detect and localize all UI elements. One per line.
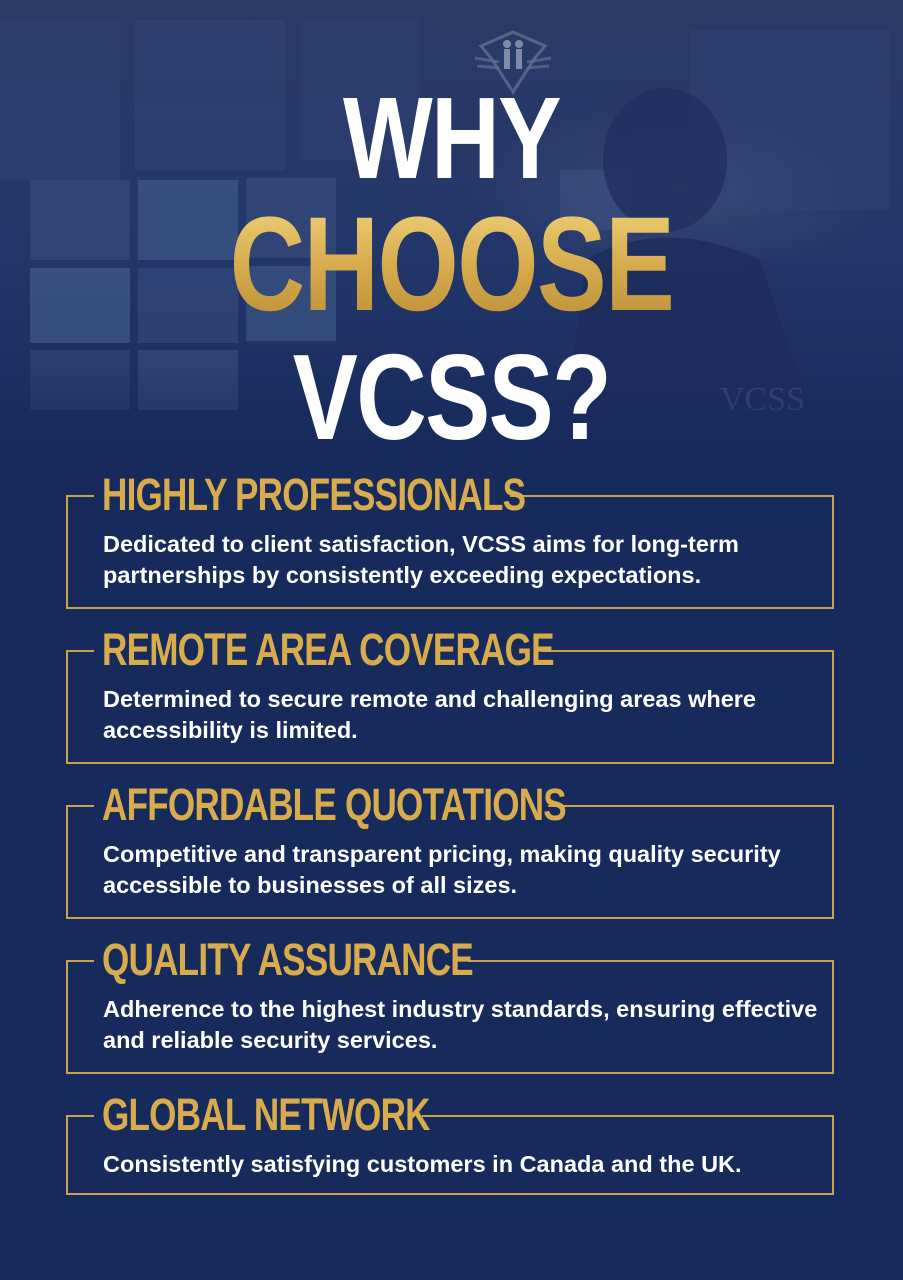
card-border-segment bbox=[66, 650, 94, 652]
feature-description: Adherence to the highest industry standa… bbox=[103, 996, 818, 1053]
feature-title: AFFORDABLE QUOTATIONS bbox=[102, 779, 567, 830]
card-border-segment bbox=[468, 960, 834, 962]
feature-card-affordable-quotations: AFFORDABLE QUOTATIONS Competitive and tr… bbox=[66, 781, 834, 919]
card-border-segment bbox=[548, 805, 834, 807]
card-border-segment bbox=[66, 960, 94, 962]
feature-description: Competitive and transparent pricing, mak… bbox=[103, 841, 781, 898]
feature-title: QUALITY ASSURANCE bbox=[102, 934, 474, 985]
card-border-segment bbox=[510, 495, 834, 497]
headline-why: WHY bbox=[342, 73, 562, 203]
feature-card-remote-area-coverage: REMOTE AREA COVERAGE Determined to secur… bbox=[66, 626, 834, 764]
card-border-segment bbox=[422, 1115, 834, 1117]
feature-description: Determined to secure remote and challeng… bbox=[103, 686, 756, 743]
backdrop-fade bbox=[0, 360, 903, 480]
headline-vcss: VCSS? bbox=[292, 329, 612, 465]
card-border-segment bbox=[66, 495, 94, 497]
feature-card-quality-assurance: QUALITY ASSURANCE Adherence to the highe… bbox=[66, 936, 834, 1074]
headline-choose: CHOOSE bbox=[99, 198, 803, 332]
feature-title: GLOBAL NETWORK bbox=[102, 1089, 430, 1140]
card-border-segment bbox=[66, 805, 94, 807]
vcss-shield-logo-icon bbox=[474, 30, 552, 95]
control-room-backdrop: VCSS bbox=[0, 0, 903, 480]
feature-description: Dedicated to client satisfaction, VCSS a… bbox=[103, 531, 739, 588]
feature-card-global-network: GLOBAL NETWORK Consistently satisfying c… bbox=[66, 1091, 834, 1195]
feature-description: Consistently satisfying customers in Can… bbox=[103, 1151, 742, 1177]
card-border-segment bbox=[66, 1115, 94, 1117]
feature-title: REMOTE AREA COVERAGE bbox=[102, 624, 555, 675]
card-border-segment bbox=[542, 650, 834, 652]
feature-card-highly-professionals: HIGHLY PROFESSIONALS Dedicated to client… bbox=[66, 471, 834, 609]
feature-title: HIGHLY PROFESSIONALS bbox=[102, 469, 526, 520]
